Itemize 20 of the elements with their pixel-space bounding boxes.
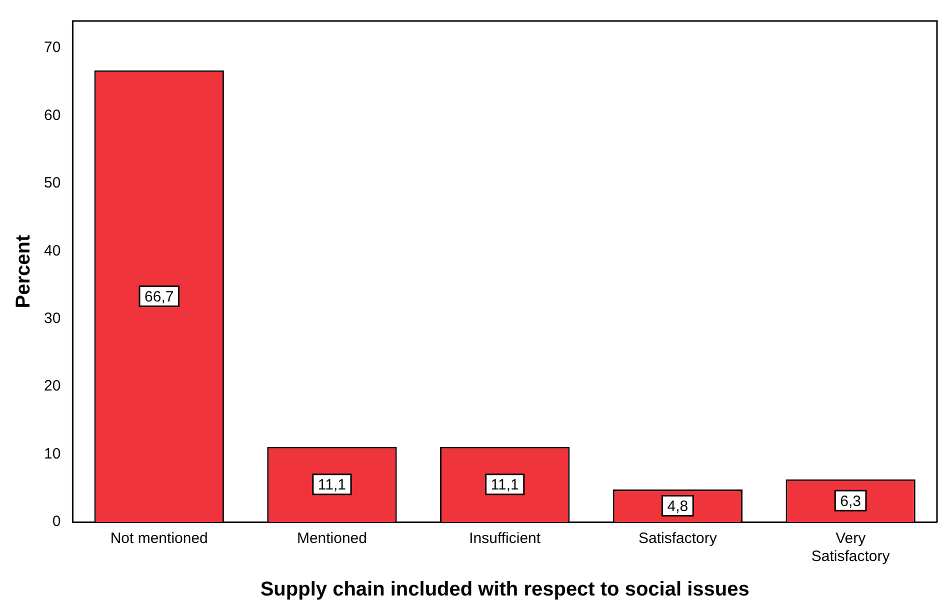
y-tick-label: 10 bbox=[44, 445, 61, 462]
y-tick-label: 30 bbox=[44, 310, 61, 328]
y-tick-label: 70 bbox=[44, 39, 61, 56]
data-label: 66,7 bbox=[144, 288, 174, 306]
x-tick-label: Not mentioned bbox=[110, 530, 208, 548]
data-label: 4,8 bbox=[667, 498, 688, 515]
y-tick-label: 50 bbox=[44, 174, 61, 192]
y-tick-label: 0 bbox=[52, 513, 61, 530]
y-tick-label: 40 bbox=[44, 242, 61, 260]
data-label: 11,1 bbox=[318, 476, 346, 494]
x-tick-label: Satisfactory bbox=[638, 530, 718, 548]
x-tick-label: Mentioned bbox=[296, 530, 368, 548]
y-axis-title: Percent bbox=[12, 234, 35, 308]
x-axis-title: Supply chain included with respect to social issues bbox=[260, 578, 750, 601]
x-tick-label: Insufficient bbox=[469, 530, 542, 548]
data-label: 11,1 bbox=[490, 476, 519, 494]
data-label: 6,3 bbox=[840, 492, 861, 510]
y-tick-label: 60 bbox=[44, 106, 61, 124]
y-tick-label: 20 bbox=[44, 378, 61, 395]
x-tick-label: Very Satisfactory bbox=[811, 530, 890, 566]
